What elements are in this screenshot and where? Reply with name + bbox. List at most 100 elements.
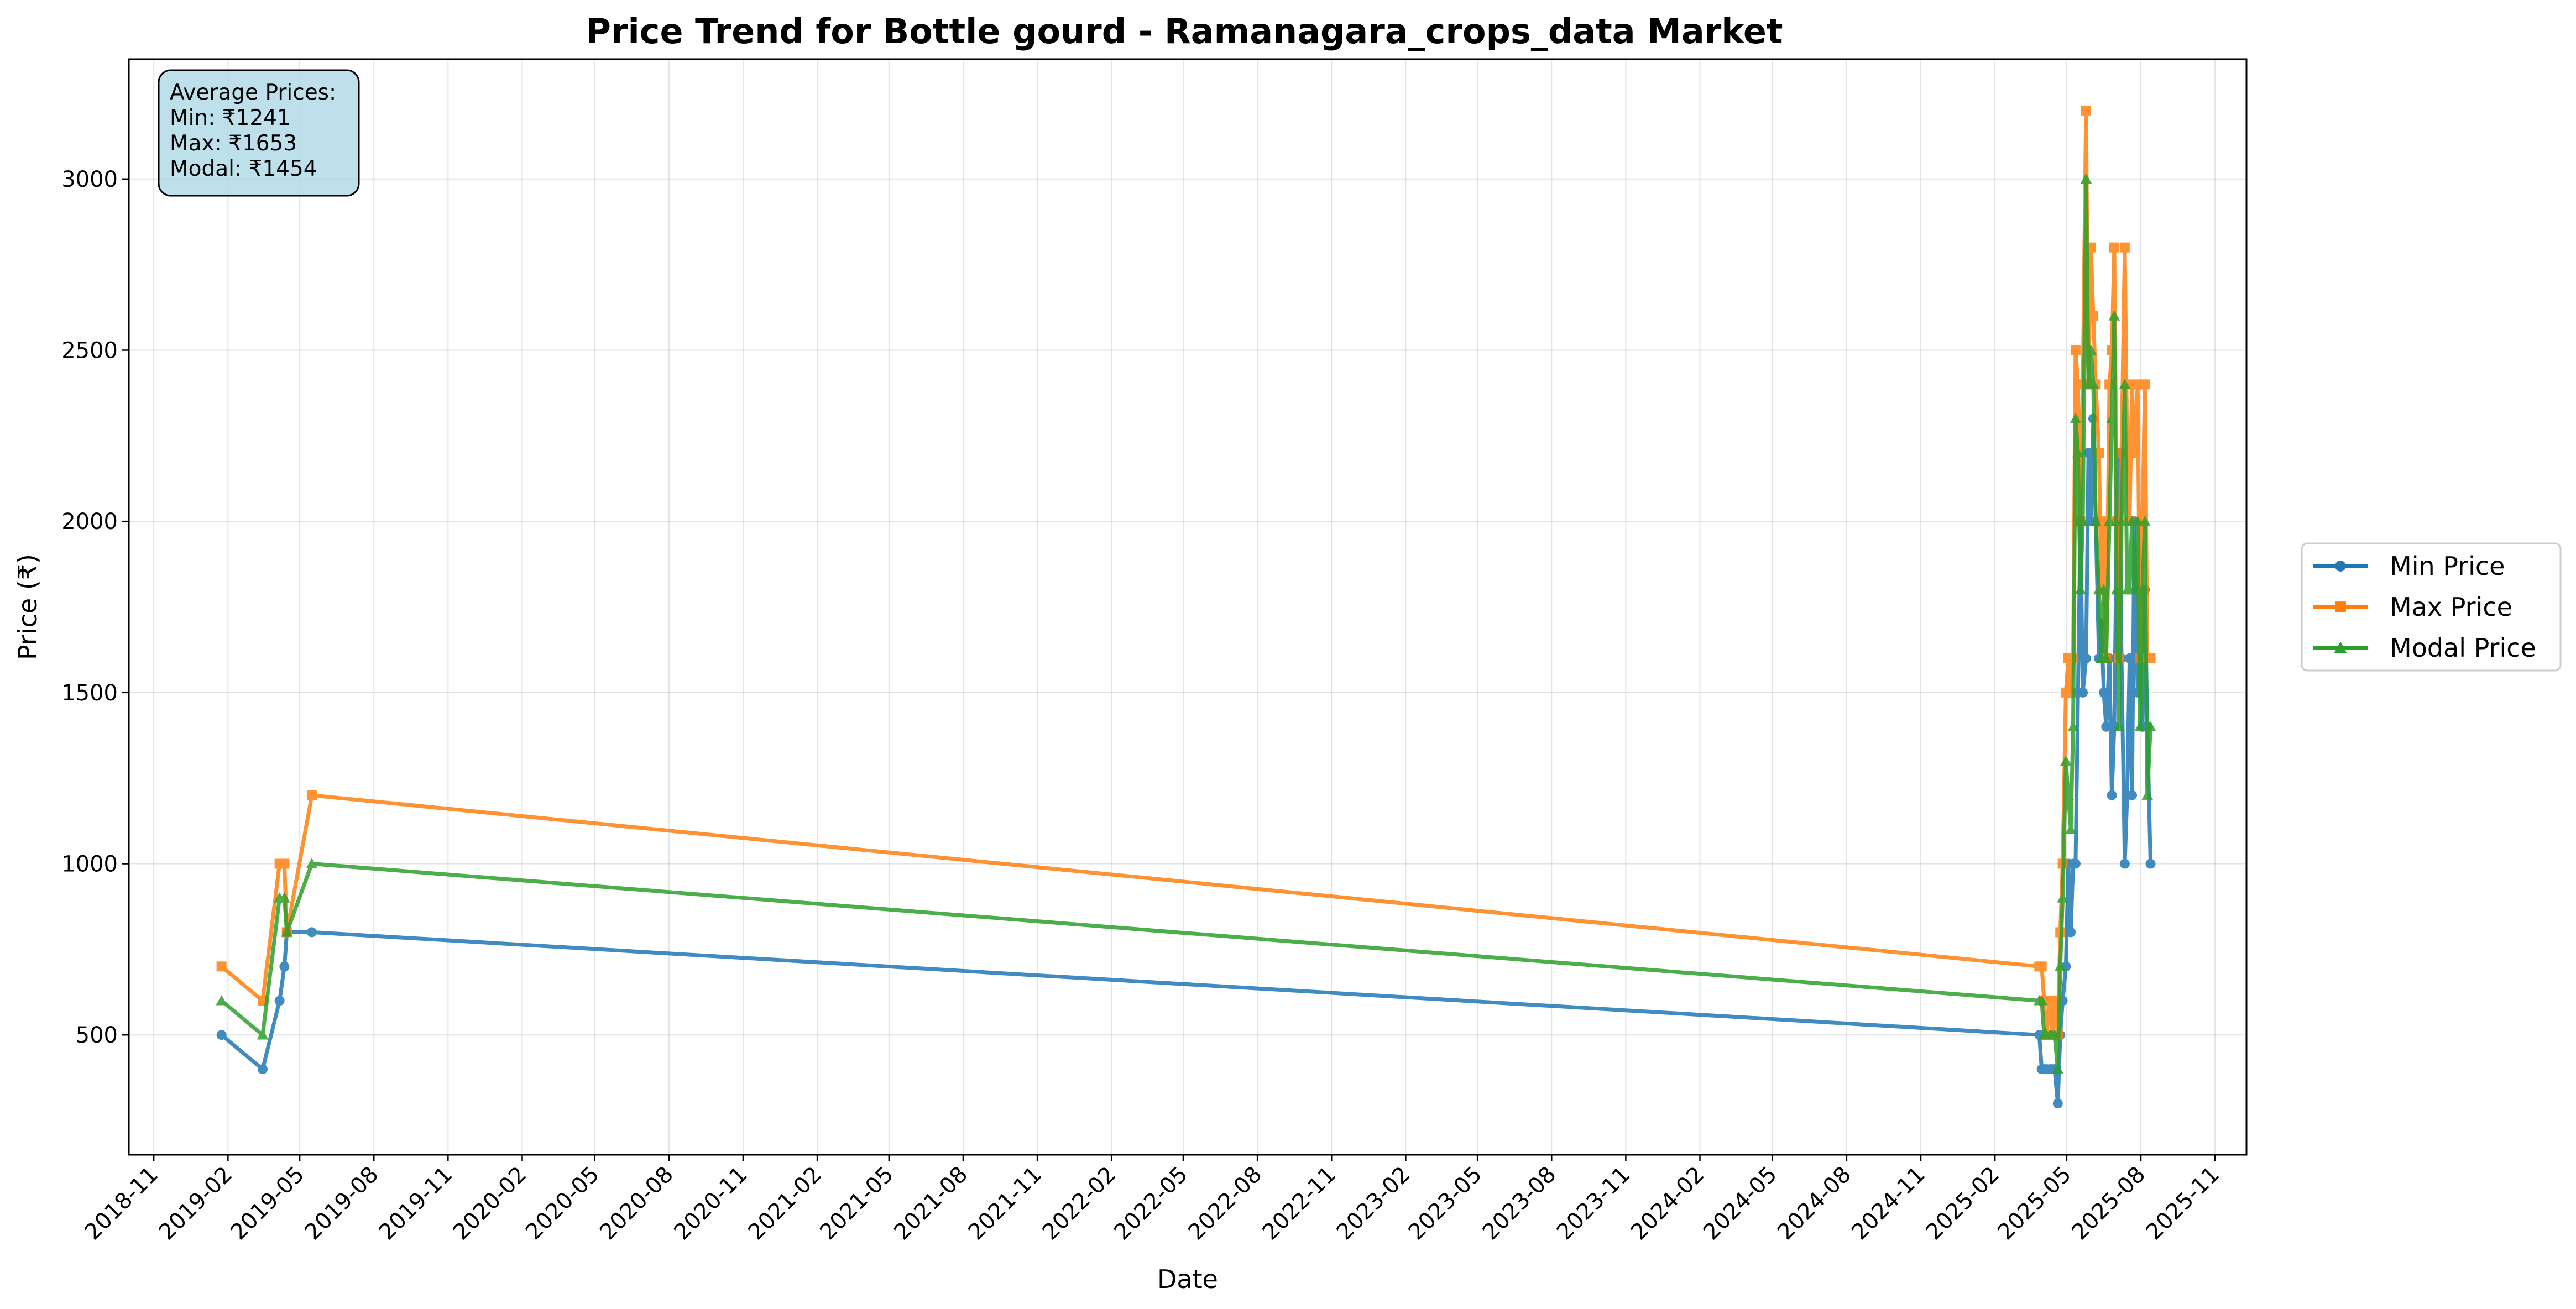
data-point [2128,584,2140,595]
x-tick-label: 2019-11 [374,1162,458,1245]
x-axis-title: Date [1157,1264,1218,1294]
data-point [2052,1063,2064,1074]
data-point [2070,412,2082,423]
x-tick-label: 2020-05 [521,1162,604,1245]
x-tick-label: 2020-08 [595,1162,678,1245]
data-point [216,1030,227,1040]
data-point [257,1029,269,1040]
x-tick-label: 2025-05 [1993,1162,2076,1245]
data-point [258,1064,268,1075]
legend-frame [2301,542,2562,672]
data-point [2075,584,2087,595]
series-min-price [216,413,2156,1109]
data-point [2141,789,2154,800]
data-point [2049,1029,2061,1040]
y-tick-label: 2500 [61,338,118,363]
data-point [2145,858,2156,869]
data-point [2101,721,2112,732]
data-point [2081,105,2091,116]
data-point [2115,515,2128,526]
y-tick-label: 3000 [61,167,118,192]
data-point [2119,379,2131,389]
legend-label: Min Price [2390,551,2505,581]
data-point [2062,789,2075,800]
data-point [279,892,290,903]
data-point [2085,344,2097,355]
data-point [2334,641,2347,653]
x-tick-label: 2020-02 [448,1162,532,1245]
data-point [2124,653,2135,663]
x-tick-label: 2022-11 [1258,1162,1341,1245]
data-point [2119,242,2130,253]
average-max-price: Max: ₹1653 [170,131,297,156]
data-point [2106,412,2118,423]
x-tick-label: 2020-11 [669,1162,753,1245]
x-tick-label: 2021-08 [889,1162,973,1245]
x-tick-label: 2021-05 [815,1162,898,1245]
data-point [2335,601,2346,612]
data-point [2050,996,2060,1006]
data-point [2065,824,2077,834]
chart-title: Price Trend for Bottle gourd - Ramanagar… [586,11,1783,51]
data-point [2139,515,2151,526]
data-point [2080,173,2092,184]
data-point [2081,653,2091,663]
x-tick-label: 2019-05 [226,1162,309,1245]
x-tick-label: 2025-02 [1921,1162,2004,1245]
data-point [2145,721,2156,732]
series-modal-price [216,173,2156,1074]
data-point [2036,961,2047,972]
data-point [306,927,317,938]
data-point [2078,687,2088,698]
x-tick-label: 2019-02 [154,1162,238,1245]
data-point [279,961,290,972]
data-point [2134,721,2146,732]
data-point [2070,345,2081,355]
data-point [2087,379,2099,389]
x-tick-label: 2019-08 [300,1162,384,1245]
data-point [2083,448,2094,458]
x-tick-label: 2022-05 [1109,1162,1193,1245]
data-point [2036,994,2048,1006]
data-point [306,790,317,800]
data-point [2140,379,2150,390]
average-min-price: Min: ₹1241 [170,106,291,130]
axis-ticks: 500100015002000250030002018-112019-02201… [61,167,2224,1245]
data-point [2103,515,2115,526]
average-modal-price: Modal: ₹1454 [170,156,317,181]
series-line [220,177,2152,1071]
data-series [216,105,2156,1109]
data-point [2052,1098,2063,1109]
data-point [216,994,228,1006]
data-point [2077,515,2089,526]
x-tick-label: 2023-11 [1552,1162,1636,1245]
data-point [2335,561,2346,572]
data-point [2119,858,2130,869]
data-point [2070,858,2081,869]
data-point [2066,927,2076,938]
x-tick-label: 2024-05 [1699,1162,1782,1245]
data-point [2113,721,2125,732]
legend-item: Modal Price [2313,633,2536,663]
data-point [2131,515,2144,526]
data-point [306,858,318,868]
x-tick-label: 2025-11 [2141,1162,2224,1245]
x-tick-label: 2024-02 [1626,1162,1710,1245]
x-tick-label: 2024-11 [1847,1162,1930,1245]
data-point [2100,652,2112,663]
grid-lines [129,59,2246,1155]
y-tick-label: 2000 [61,509,118,535]
plot-area-frame [128,58,2248,1156]
data-point [2098,584,2110,595]
data-point [2136,584,2149,595]
average-prices-box-background [158,69,360,197]
average-prices-heading: Average Prices: [170,80,336,105]
x-tick-label: 2021-11 [963,1162,1047,1245]
x-tick-label: 2022-02 [1038,1162,1121,1245]
x-tick-label: 2023-05 [1403,1162,1487,1245]
x-tick-label: 2025-08 [2067,1162,2150,1245]
x-tick-label: 2021-02 [743,1162,827,1245]
data-point [274,996,285,1006]
x-tick-label: 2018-11 [80,1162,164,1245]
